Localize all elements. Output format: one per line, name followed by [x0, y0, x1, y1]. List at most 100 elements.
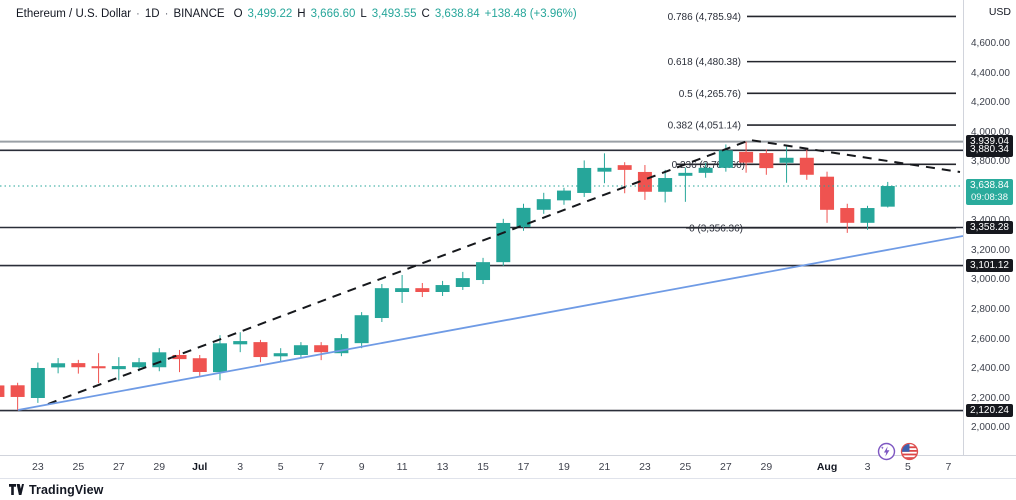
time-axis-tick: 23: [639, 461, 651, 473]
candle-jul-29: [759, 149, 774, 175]
candle-body: [192, 358, 207, 372]
fib-level-label: 0.5 (4,265.76): [679, 89, 741, 100]
candle-body: [496, 222, 511, 263]
candle-jul-21: [597, 153, 612, 184]
candle-jul-26: [698, 162, 713, 178]
candle-body: [71, 363, 86, 368]
candle-jun-21: [0, 385, 5, 397]
price-line-badge: 3,358.28: [966, 221, 1013, 234]
time-axis-tick: 7: [945, 461, 952, 473]
price-line-badge: 2,120.24: [966, 404, 1013, 418]
close-label: C: [421, 8, 430, 20]
candle-body: [698, 167, 713, 173]
candle-body: [597, 167, 612, 172]
tradingview-logo-text: TradingView: [29, 482, 104, 497]
crypto-event-icon[interactable]: [877, 442, 896, 461]
candle-body: [395, 288, 410, 293]
time-axis[interactable]: 23 25 27 29 Jul 3 5 7 9 11 13 15 17 19 21 23 25 27 29 Aug 3 5…: [0, 455, 1016, 478]
candle-body: [212, 343, 227, 373]
price-axis-tick: 3,800.00: [971, 156, 1010, 168]
candle-aug-2: [840, 203, 855, 233]
us-flag-event-icon[interactable]: [900, 442, 919, 461]
open-label: O: [233, 8, 243, 20]
candle-jul-7: [314, 342, 329, 361]
candle-aug-1: [820, 171, 835, 223]
candle-body: [253, 342, 268, 358]
price-axis-tick: 2,400.00: [971, 363, 1010, 375]
time-axis-tick: Jul: [192, 461, 208, 473]
current-price-badge: 3,638.84 09:08:38: [966, 179, 1013, 206]
candle-body: [637, 171, 652, 192]
candle-jul-13: [435, 280, 450, 296]
candle-body: [233, 341, 248, 345]
candle-body: [516, 207, 531, 227]
fib-level-label: 0.236 (3,785.60): [672, 160, 745, 171]
fib-retracement[interactable]: 0.786 (4,785.94) 0.618 (4,480.38) 0.5 (4,2…: [668, 12, 956, 234]
candle-jul-19: [556, 187, 571, 205]
low-label: L: [360, 8, 367, 20]
timeframe-label[interactable]: 1D: [144, 8, 160, 20]
candle-body: [880, 186, 895, 207]
time-axis-tick: 5: [277, 461, 284, 473]
candle-body: [0, 385, 5, 397]
candle-body: [799, 157, 814, 175]
candle-jul-8: [334, 334, 349, 357]
candle-body: [536, 199, 551, 210]
time-axis-tick: 29: [760, 461, 773, 473]
candle-jul-9: [354, 312, 369, 349]
currency-label[interactable]: USD: [988, 6, 1011, 18]
time-axis-tick: 9: [358, 461, 365, 473]
separator-dot: ·: [164, 8, 169, 20]
price-line-badge: 3,880.34: [966, 143, 1013, 157]
candle-body: [293, 345, 308, 355]
candle-jul-31: [799, 149, 814, 180]
price-axis-tick: 3,400.00: [971, 215, 1010, 227]
candle-jun-25: [71, 359, 86, 374]
candle-jul-6: [293, 342, 308, 359]
high-value: 3,666.60: [310, 8, 356, 20]
price-axis-tick: 3,000.00: [971, 274, 1010, 286]
candle-body: [820, 176, 835, 210]
time-axis-tick: 3: [237, 461, 244, 473]
candle-body: [10, 385, 25, 397]
price-axis-tick: 4,000.00: [971, 126, 1010, 138]
fib-level-label: 0.382 (4,051.14): [668, 121, 741, 132]
exchange-label[interactable]: BINANCE: [173, 8, 225, 20]
candle-body: [739, 151, 754, 163]
high-label: H: [297, 8, 306, 20]
time-axis-tick: 25: [72, 461, 85, 473]
candle-body: [759, 153, 774, 169]
price-axis-tick: 2,200.00: [971, 392, 1010, 404]
candle-jun-23: [30, 362, 45, 403]
candle-jul-5: [273, 348, 288, 363]
candle-body: [678, 172, 693, 176]
time-axis-tick: 7: [318, 461, 325, 473]
price-axis[interactable]: USD 4,600.00 4,400.00 4,200.00 4,000.00 3,80…: [963, 0, 1016, 455]
price-axis-tick: 2,800.00: [971, 304, 1010, 316]
change-value: +138.48 (+3.96%): [484, 8, 577, 20]
symbol-name[interactable]: Ethereum / U.S. Dollar: [16, 8, 132, 20]
candle-jul-3: [233, 332, 248, 353]
time-axis-tick: 5: [905, 461, 911, 473]
candle-jul-15: [476, 257, 491, 285]
chart-canvas[interactable]: 0.786 (4,785.94) 0.618 (4,480.38) 0.5 (4,2…: [0, 0, 964, 455]
candle-body: [435, 285, 450, 293]
candle-jul-17: [516, 203, 531, 231]
blue-trendline[interactable]: [17, 235, 964, 411]
time-axis-tick: 11: [396, 461, 408, 473]
candle-body: [374, 288, 389, 319]
tradingview-logo[interactable]: TradingView: [9, 483, 104, 497]
candle-body: [577, 167, 592, 193]
fib-level-label: 0 (3,356.36): [689, 223, 743, 234]
candle-jul-28: [739, 141, 754, 173]
candle-jun-29: [152, 348, 167, 372]
close-value: 3,638.84: [434, 8, 480, 20]
candle-jul-14: [455, 271, 470, 290]
candle-jul-12: [415, 282, 430, 298]
chart-area[interactable]: 0.786 (4,785.94) 0.618 (4,480.38) 0.5 (4,2…: [0, 0, 964, 455]
time-axis-tick: 17: [517, 461, 530, 473]
price-axis-tick: 2,600.00: [971, 333, 1010, 345]
time-axis-tick: 25: [679, 461, 692, 473]
time-axis-tick: 19: [558, 461, 570, 473]
